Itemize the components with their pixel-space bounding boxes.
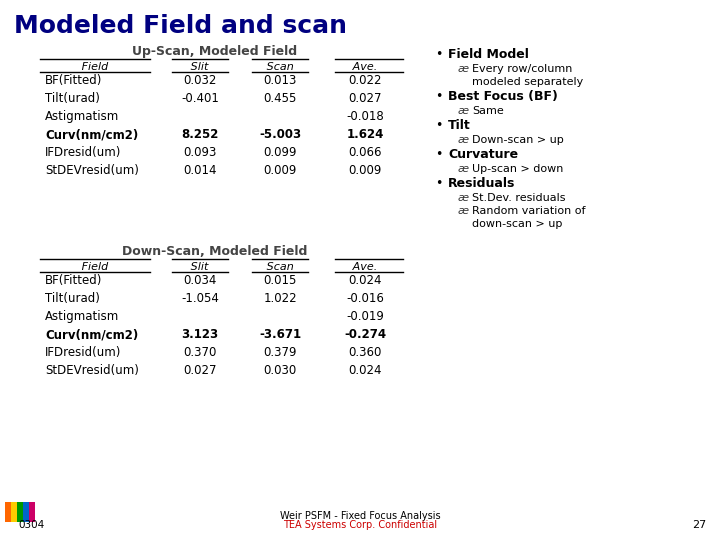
Text: Tilt(urad): Tilt(urad)	[45, 92, 100, 105]
Bar	[11, 502, 17, 522]
Text: IFDresid(um): IFDresid(um)	[45, 146, 122, 159]
Text: æ: æ	[458, 164, 469, 174]
Text: æ: æ	[458, 193, 469, 203]
Text: Every row/column: Every row/column	[472, 64, 572, 74]
Text: 0304: 0304	[18, 520, 44, 530]
Text: 0.030: 0.030	[264, 364, 297, 377]
Text: 0.024: 0.024	[348, 274, 382, 287]
Text: 8.252: 8.252	[181, 128, 219, 141]
Text: 0.032: 0.032	[184, 74, 217, 87]
Bar	[17, 502, 23, 522]
Text: 0.066: 0.066	[348, 146, 382, 159]
Text: Curv(nm/cm2): Curv(nm/cm2)	[45, 128, 138, 141]
Text: 0.034: 0.034	[184, 274, 217, 287]
Text: Field Model: Field Model	[448, 48, 529, 61]
Text: _Scan_: _Scan_	[261, 261, 300, 272]
Text: BF(Fitted): BF(Fitted)	[45, 274, 102, 287]
Text: •: •	[435, 177, 442, 190]
Text: _Slit_: _Slit_	[186, 261, 215, 272]
Text: •: •	[435, 119, 442, 132]
Text: TEA Systems Corp. Confidential: TEA Systems Corp. Confidential	[283, 520, 437, 530]
Text: Same: Same	[472, 106, 504, 116]
Text: -3.671: -3.671	[259, 328, 301, 341]
Text: æ: æ	[458, 64, 469, 74]
Text: -0.019: -0.019	[346, 310, 384, 323]
Text: •: •	[435, 90, 442, 103]
Text: Astigmatism: Astigmatism	[45, 310, 120, 323]
Text: 3.123: 3.123	[181, 328, 219, 341]
Text: Down-Scan, Modeled Field: Down-Scan, Modeled Field	[122, 245, 307, 258]
Text: 0.009: 0.009	[264, 164, 297, 177]
Text: æ: æ	[458, 135, 469, 145]
Text: -0.274: -0.274	[344, 328, 386, 341]
Text: IFDresid(um): IFDresid(um)	[45, 346, 122, 359]
Text: BF(Fitted): BF(Fitted)	[45, 74, 102, 87]
Text: 0.093: 0.093	[184, 146, 217, 159]
Text: •: •	[435, 148, 442, 161]
Text: 0.022: 0.022	[348, 74, 382, 87]
Text: 0.027: 0.027	[184, 364, 217, 377]
Text: _Field_: _Field_	[76, 61, 114, 72]
Text: Best Focus (BF): Best Focus (BF)	[448, 90, 558, 103]
Text: Modeled Field and scan: Modeled Field and scan	[14, 14, 347, 38]
Text: -0.016: -0.016	[346, 292, 384, 305]
Text: Curv(nm/cm2): Curv(nm/cm2)	[45, 328, 138, 341]
Text: 0.024: 0.024	[348, 364, 382, 377]
Text: St.Dev. residuals: St.Dev. residuals	[472, 193, 565, 203]
Text: 0.379: 0.379	[264, 346, 297, 359]
Text: 0.099: 0.099	[264, 146, 297, 159]
Text: 27: 27	[692, 520, 706, 530]
Text: Residuals: Residuals	[448, 177, 516, 190]
Text: 0.009: 0.009	[348, 164, 382, 177]
Text: _Field_: _Field_	[76, 261, 114, 272]
Bar	[23, 502, 29, 522]
Text: -0.401: -0.401	[181, 92, 219, 105]
Text: Up-Scan, Modeled Field: Up-Scan, Modeled Field	[132, 45, 297, 58]
Text: Tilt(urad): Tilt(urad)	[45, 292, 100, 305]
Text: 0.370: 0.370	[184, 346, 217, 359]
Text: 0.455: 0.455	[264, 92, 297, 105]
Text: StDEVresid(um): StDEVresid(um)	[45, 364, 139, 377]
Text: Random variation of: Random variation of	[472, 206, 585, 216]
Text: Up-scan > down: Up-scan > down	[472, 164, 563, 174]
Text: modeled separately: modeled separately	[472, 77, 583, 87]
Text: Curvature: Curvature	[448, 148, 518, 161]
Text: 0.014: 0.014	[184, 164, 217, 177]
Text: -0.018: -0.018	[346, 110, 384, 123]
Text: Astigmatism: Astigmatism	[45, 110, 120, 123]
Text: 0.360: 0.360	[348, 346, 382, 359]
Text: æ: æ	[458, 206, 469, 216]
Text: 0.013: 0.013	[264, 74, 297, 87]
Text: Weir PSFM - Fixed Focus Analysis: Weir PSFM - Fixed Focus Analysis	[279, 511, 441, 521]
Text: 0.015: 0.015	[264, 274, 297, 287]
Bar	[29, 502, 35, 522]
Text: Tilt: Tilt	[448, 119, 471, 132]
Text: down-scan > up: down-scan > up	[472, 219, 562, 229]
Text: _Slit_: _Slit_	[186, 61, 215, 72]
Text: -1.054: -1.054	[181, 292, 219, 305]
Text: StDEVresid(um): StDEVresid(um)	[45, 164, 139, 177]
Bar	[5, 502, 11, 522]
Text: _Scan_: _Scan_	[261, 61, 300, 72]
Text: -5.003: -5.003	[259, 128, 301, 141]
Text: •: •	[435, 48, 442, 61]
Text: _Ave._: _Ave._	[347, 61, 383, 72]
Text: æ: æ	[458, 106, 469, 116]
Text: 0.027: 0.027	[348, 92, 382, 105]
Text: _Ave._: _Ave._	[347, 261, 383, 272]
Text: Down-scan > up: Down-scan > up	[472, 135, 564, 145]
Text: 1.022: 1.022	[264, 292, 297, 305]
Text: 1.624: 1.624	[346, 128, 384, 141]
